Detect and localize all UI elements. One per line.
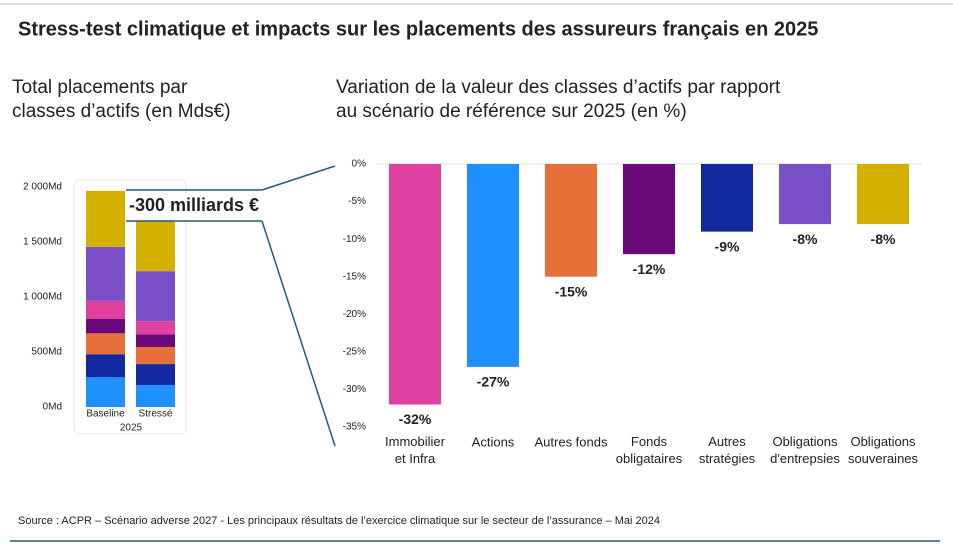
bar-segment bbox=[136, 347, 175, 365]
callout-bg bbox=[127, 193, 275, 219]
x-tick-label: Actions bbox=[472, 434, 515, 449]
y-tick-label: 1 000Md bbox=[23, 292, 62, 303]
y-tick-label: -35% bbox=[343, 422, 366, 433]
x-tick-label: Baseline bbox=[86, 409, 125, 420]
x-tick-label: Obligations souveraines bbox=[848, 434, 919, 466]
bar-segment bbox=[86, 319, 125, 334]
right-chart-title: Variation de la valeur des classes d’act… bbox=[336, 77, 781, 122]
x-tick-label: Obligations d'entrepsies bbox=[770, 434, 840, 466]
y-tick-label: 500Md bbox=[31, 347, 62, 358]
bar bbox=[857, 164, 909, 225]
value-label: -12% bbox=[633, 261, 666, 277]
value-label: -15% bbox=[555, 283, 588, 299]
callout-line bbox=[261, 220, 336, 447]
bar-segment bbox=[86, 246, 125, 301]
y-tick-label: -30% bbox=[343, 384, 366, 395]
x-tick-label: Stressé bbox=[139, 409, 173, 420]
annotation: -300 milliards € bbox=[129, 195, 259, 215]
y-tick-label: -15% bbox=[343, 271, 366, 282]
callout-line bbox=[261, 165, 336, 191]
value-label: -9% bbox=[715, 238, 740, 254]
bar bbox=[701, 164, 753, 232]
bar-segment bbox=[86, 300, 125, 319]
y-tick-label: -20% bbox=[343, 309, 366, 320]
value-label: -8% bbox=[871, 231, 896, 247]
x-tick-label: Autres stratégies bbox=[699, 434, 756, 466]
y-tick-label: -25% bbox=[343, 346, 366, 357]
bar-segment bbox=[136, 385, 175, 407]
value-label: -32% bbox=[399, 411, 432, 427]
bar-segment bbox=[136, 271, 175, 322]
bar bbox=[623, 164, 675, 255]
bar-segment bbox=[86, 333, 125, 355]
bar-segment bbox=[136, 364, 175, 385]
slide-title: Stress-test climatique et impacts sur le… bbox=[18, 18, 818, 40]
value-label: -27% bbox=[477, 374, 510, 390]
bar bbox=[779, 164, 831, 225]
y-tick-label: 2 000Md bbox=[23, 182, 62, 193]
source: Source : ACPR – Scénario adverse 2027 - … bbox=[18, 515, 660, 527]
x-tick-label: Fonds obligataires bbox=[616, 434, 683, 466]
bar-segment bbox=[136, 334, 175, 348]
bar-segment bbox=[136, 321, 175, 335]
left-chart-title: Total placements par classes d’actifs (en… bbox=[12, 77, 231, 122]
y-tick-label: -10% bbox=[343, 234, 366, 245]
x-tick-label: Autres fonds bbox=[535, 434, 608, 449]
bar bbox=[467, 164, 519, 367]
bar-segment bbox=[86, 190, 125, 247]
y-tick-label: 0Md bbox=[43, 402, 62, 413]
y-tick-label: 1 500Md bbox=[23, 237, 62, 248]
x-axis-label: 2025 bbox=[120, 423, 143, 434]
bar bbox=[545, 164, 597, 277]
y-tick-label: 0% bbox=[352, 159, 367, 170]
bar-segment bbox=[86, 377, 125, 407]
y-tick-label: -5% bbox=[348, 196, 366, 207]
value-label: -8% bbox=[793, 231, 818, 247]
bar-segment bbox=[136, 221, 175, 272]
left-chart-frame bbox=[73, 179, 187, 435]
bar bbox=[389, 164, 441, 405]
x-tick-label: Immobilier et Infra bbox=[385, 434, 446, 466]
bar-segment bbox=[86, 354, 125, 378]
